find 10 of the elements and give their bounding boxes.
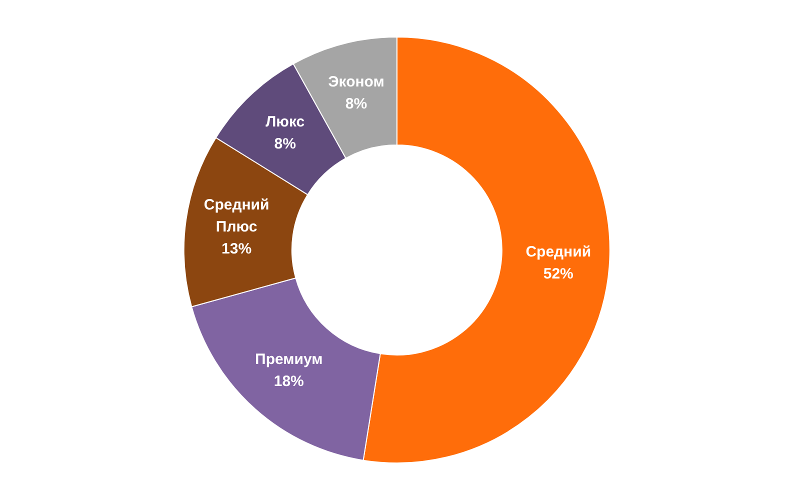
slice-label: Люкс	[266, 113, 305, 130]
data-label: 8%	[345, 96, 368, 113]
slice-label: Эконом	[328, 74, 384, 91]
data-label: 8%	[274, 135, 296, 152]
slice-label: Премиум	[255, 351, 323, 368]
data-label: 18%	[274, 373, 304, 390]
data-label: 13%	[222, 240, 252, 258]
slice-label: Средний	[526, 243, 592, 260]
data-label: 52%	[543, 265, 574, 282]
slice-label: Средний Плюс	[204, 196, 270, 236]
